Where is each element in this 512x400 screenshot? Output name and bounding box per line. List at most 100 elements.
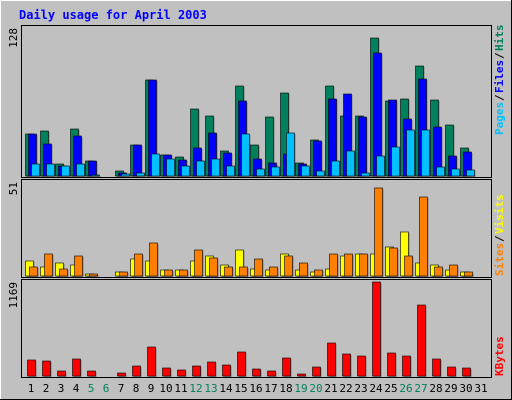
- x-tick-label: 28: [429, 382, 442, 395]
- bar-kbytes-day-11: [177, 369, 186, 377]
- legend-kbytes-panel: KBytes: [493, 336, 506, 376]
- x-tick-label: 13: [204, 382, 217, 395]
- bar-kbytes-day-23: [357, 355, 366, 377]
- bar-kbytes-day-13: [207, 361, 216, 377]
- bar-kbytes-day-25: [387, 352, 396, 377]
- bar-pages-day-16: [256, 168, 265, 177]
- bar-sites-day-24: [374, 187, 383, 277]
- bar-sites-day-5: [89, 273, 98, 277]
- legend-sep-3: /: [493, 235, 506, 242]
- bar-pages-day-25: [391, 146, 400, 177]
- bar-pages-day-18: [286, 132, 295, 177]
- bar-sites-day-25: [389, 247, 398, 277]
- bar-files-day-8: [133, 144, 142, 177]
- legend-visits: Visits: [493, 194, 506, 234]
- bar-sites-day-21: [329, 253, 338, 277]
- bar-pages-day-21: [331, 160, 340, 177]
- bar-kbytes-day-19: [297, 373, 306, 377]
- x-tick-label: 27: [414, 382, 427, 395]
- bar-sites-day-19: [299, 262, 308, 277]
- x-axis-labels: 1 2 3 4 5 6 7 8 9 10 11 12 13 14 15 16 17 18 19 20 21 22 23 24 2…: [28, 382, 488, 395]
- bar-kbytes-day-18: [282, 357, 291, 377]
- legend-files: Files: [493, 60, 506, 93]
- bar-sites-day-28: [434, 266, 443, 277]
- bar-kbytes-day-20: [312, 366, 321, 377]
- bar-kbytes-day-15: [237, 351, 246, 377]
- bar-kbytes-day-14: [222, 364, 231, 377]
- bar-sites-day-20: [314, 269, 323, 277]
- bar-pages-day-20: [316, 170, 325, 177]
- bar-kbytes-day-9: [147, 346, 156, 377]
- bar-sites-day-3: [59, 268, 68, 277]
- bar-pages-day-28: [436, 166, 445, 177]
- bar-sites-day-12: [194, 249, 203, 277]
- x-tick-label: 19: [294, 382, 307, 395]
- bar-pages-day-29: [451, 168, 460, 177]
- bar-kbytes-day-12: [192, 365, 201, 377]
- bar-sites-day-29: [449, 264, 458, 277]
- ymax-label-kbytes: 1169: [7, 282, 20, 309]
- bar-sites-day-23: [359, 253, 368, 277]
- x-tick-label: 25: [384, 382, 397, 395]
- bar-sites-day-22: [344, 253, 353, 277]
- bar-pages-day-3: [61, 165, 70, 177]
- bar-files-day-23: [358, 116, 367, 177]
- bar-kbytes-day-2: [42, 360, 51, 377]
- x-tick-label: 17: [264, 382, 277, 395]
- bar-kbytes-day-22: [342, 353, 351, 377]
- bar-sites-day-9: [149, 242, 158, 277]
- bar-pages-day-8: [136, 172, 145, 177]
- bar-pages-day-10: [166, 158, 175, 177]
- x-tick-label: 29: [444, 382, 457, 395]
- bar-files-day-5: [88, 160, 97, 177]
- chart-title: Daily usage for April 2003: [19, 8, 207, 22]
- legend-sep-2: /: [493, 52, 506, 59]
- x-tick-label: 22: [339, 382, 352, 395]
- bar-sites-day-26: [404, 255, 413, 277]
- legend-sites: Sites: [493, 243, 506, 276]
- x-tick-label: 23: [354, 382, 367, 395]
- x-tick-label: 3: [58, 382, 65, 395]
- bar-pages-day-7: [121, 173, 130, 177]
- bar-sites-day-17: [269, 266, 278, 277]
- bar-kbytes-day-10: [162, 367, 171, 377]
- bar-pages-day-22: [346, 150, 355, 177]
- bar-kbytes-day-24: [372, 281, 381, 377]
- bar-kbytes-day-30: [462, 367, 471, 377]
- bar-sites-day-4: [74, 255, 83, 277]
- bar-sites-day-13: [209, 257, 218, 277]
- bar-kbytes-day-4: [72, 358, 81, 377]
- bar-pages-day-14: [226, 165, 235, 177]
- x-tick-label: 21: [324, 382, 337, 395]
- x-tick-label: 2: [43, 382, 50, 395]
- legend-sep-1: /: [493, 94, 506, 101]
- x-tick-label: 20: [309, 382, 322, 395]
- legend-hits: Hits: [493, 25, 506, 52]
- bar-kbytes-day-27: [417, 304, 426, 377]
- x-tick-label: 1: [28, 382, 35, 395]
- x-tick-label: 10: [159, 382, 172, 395]
- bar-sites-day-11: [179, 269, 188, 277]
- bar-kbytes-day-16: [252, 368, 261, 377]
- x-tick-label: 12: [189, 382, 202, 395]
- ymax-label-hits: 128: [7, 28, 20, 48]
- legend-hits-panel: Pages / Files / Hits: [493, 25, 506, 136]
- bar-pages-day-27: [421, 129, 430, 177]
- bar-pages-day-1: [31, 163, 40, 177]
- bar-pages-day-17: [271, 166, 280, 177]
- bar-sites-day-8: [134, 253, 143, 277]
- legend-visits-panel: Sites / Visits: [493, 194, 506, 276]
- panel-visits: [21, 179, 492, 278]
- bar-pages-day-5-shadow: [92, 176, 101, 177]
- bar-sites-day-10: [164, 269, 173, 277]
- panel-kbytes: [21, 279, 492, 378]
- x-tick-label: 31: [474, 382, 487, 395]
- bar-pages-day-4: [76, 163, 85, 177]
- x-tick-label: 16: [249, 382, 262, 395]
- bar-sites-day-2: [44, 253, 53, 277]
- bar-sites-day-7: [119, 271, 128, 277]
- bar-pages-day-30: [466, 169, 475, 177]
- bar-kbytes-day-21: [327, 342, 336, 377]
- bar-kbytes-day-17: [267, 370, 276, 377]
